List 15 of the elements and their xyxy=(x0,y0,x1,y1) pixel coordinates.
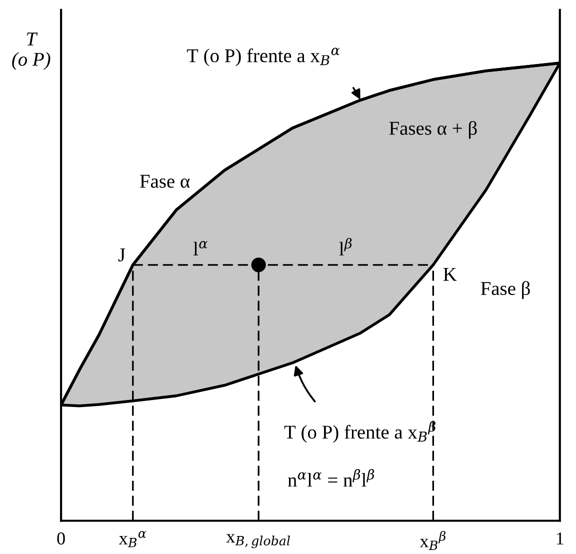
annotation: Fase β xyxy=(480,281,530,299)
x-tick-label: x$_{B,global}$ xyxy=(226,534,290,548)
annotation: K xyxy=(443,268,457,281)
annotation: T (o P) frente a x$_{B}$$^{α}$ xyxy=(186,48,340,66)
annotation: J xyxy=(118,248,126,262)
x-tick-label: 1 xyxy=(556,532,564,544)
x-tick-label: x$_{B}$$^{β}$ xyxy=(420,530,446,550)
annotation: n$^{α}$l$^{α}$ = n$^{β}$l$^{β}$ xyxy=(288,469,374,487)
x-tick-label: 0 xyxy=(57,532,65,545)
annotation: l$^{β}$ xyxy=(339,238,352,256)
annotation: Fases α + β xyxy=(389,120,477,139)
annotation: Fase α xyxy=(140,174,190,188)
x-tick-label: x$_{B}$$^{α}$ xyxy=(118,531,146,548)
annotation: l$^{α}$ xyxy=(193,241,208,256)
y-axis-title: T (o P) xyxy=(12,32,50,70)
